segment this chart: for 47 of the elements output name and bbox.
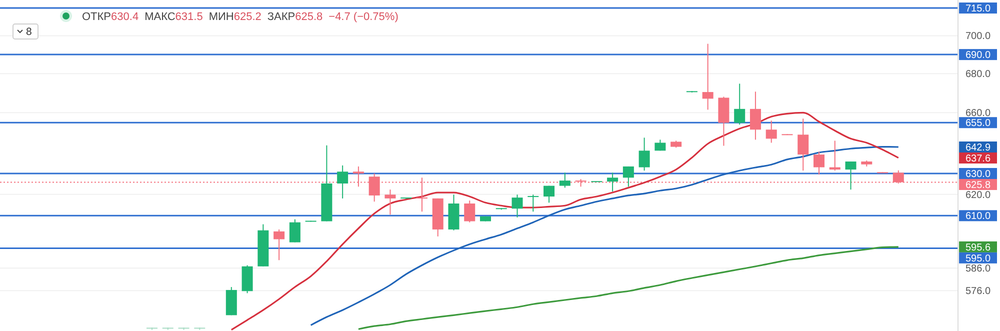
y-tick-label: 700.0 bbox=[965, 31, 991, 42]
candlestick bbox=[289, 218, 300, 243]
candlestick bbox=[622, 166, 634, 188]
y-tick-label: 586.0 bbox=[965, 264, 991, 275]
text: ОТКР bbox=[82, 10, 112, 23]
candlestick bbox=[337, 164, 348, 199]
annotation: МАКС bbox=[144, 10, 176, 23]
y-tick-label: 620.0 bbox=[965, 190, 991, 201]
text: 595.6 bbox=[965, 242, 991, 254]
candlestick bbox=[544, 185, 555, 204]
candlestick bbox=[702, 43, 714, 110]
y-tick-label: 576.0 bbox=[965, 286, 991, 298]
candlestick bbox=[813, 151, 824, 176]
candlestick bbox=[559, 172, 570, 188]
candlestick bbox=[384, 189, 396, 216]
candlestick bbox=[638, 137, 650, 172]
text: 637.6 bbox=[965, 153, 991, 164]
ref-line-label: 595.0 bbox=[965, 253, 991, 264]
ref-line-label: 655.0 bbox=[965, 118, 991, 130]
candlestick bbox=[607, 172, 618, 192]
annotation: 625.8 bbox=[295, 10, 323, 23]
text: 8 bbox=[26, 26, 32, 38]
candlestick bbox=[766, 120, 777, 144]
candlestick bbox=[512, 194, 523, 218]
ref-line-label: 610.0 bbox=[965, 211, 991, 222]
annotation: ЗАКР bbox=[267, 10, 296, 23]
candlestick bbox=[750, 91, 761, 140]
y-tick-label: 680.0 bbox=[965, 69, 991, 80]
annotation: −4.7 (−0.75%) bbox=[328, 10, 398, 23]
ref-line-label: 630.0 bbox=[965, 168, 991, 180]
candlestick bbox=[528, 194, 539, 212]
y-tick-label: 660.0 bbox=[965, 108, 991, 120]
line-series bbox=[358, 246, 900, 330]
line-series bbox=[310, 146, 900, 326]
ref-line-label: 625.8 bbox=[965, 180, 991, 191]
annotation: МИН bbox=[208, 10, 234, 23]
annotation: 631.5 bbox=[175, 10, 203, 23]
candlestick bbox=[734, 83, 746, 126]
candlestick bbox=[274, 228, 285, 261]
ref-line-label: 715.0 bbox=[965, 4, 991, 15]
candlestick bbox=[845, 161, 856, 190]
candlestick bbox=[798, 118, 809, 172]
text: 642.9 bbox=[965, 142, 991, 154]
ref-line-label: 690.0 bbox=[965, 50, 991, 62]
annotation: 625.2 bbox=[234, 10, 262, 23]
text: 630.4 bbox=[111, 10, 139, 23]
candlestick bbox=[464, 200, 476, 223]
